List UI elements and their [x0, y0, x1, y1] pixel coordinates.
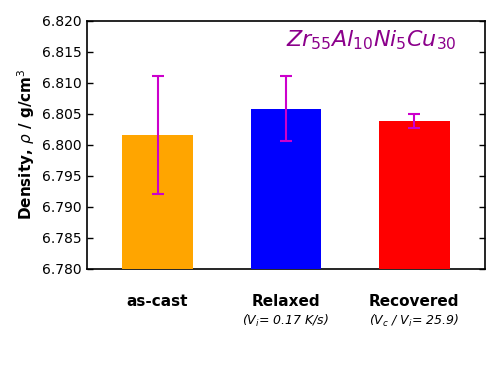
Text: ($V_c$ / $V_i$= 25.9): ($V_c$ / $V_i$= 25.9) — [370, 313, 460, 329]
Bar — [122, 135, 193, 269]
Text: Relaxed: Relaxed — [252, 294, 320, 309]
Y-axis label: Density, $\rho$ / g/cm$^3$: Density, $\rho$ / g/cm$^3$ — [15, 68, 36, 220]
Text: as-cast: as-cast — [127, 294, 188, 309]
Text: Recovered: Recovered — [369, 294, 460, 309]
Bar — [379, 121, 450, 269]
Text: ($V_i$= 0.17 K/s): ($V_i$= 0.17 K/s) — [242, 313, 330, 329]
Bar — [250, 108, 322, 269]
Text: $Zr_{55}Al_{10}Ni_5Cu_{30}$: $Zr_{55}Al_{10}Ni_5Cu_{30}$ — [286, 28, 456, 52]
